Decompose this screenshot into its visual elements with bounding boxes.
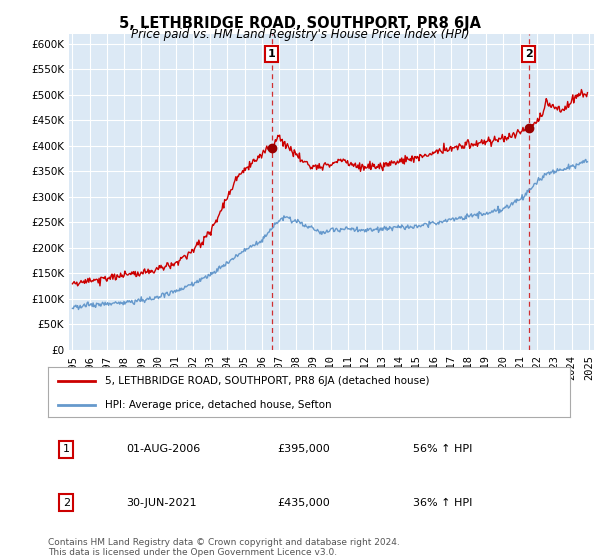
Text: £395,000: £395,000 [278, 445, 331, 454]
Text: £435,000: £435,000 [278, 498, 331, 507]
Text: 1: 1 [63, 445, 70, 454]
Text: 5, LETHBRIDGE ROAD, SOUTHPORT, PR8 6JA: 5, LETHBRIDGE ROAD, SOUTHPORT, PR8 6JA [119, 16, 481, 31]
Text: 5, LETHBRIDGE ROAD, SOUTHPORT, PR8 6JA (detached house): 5, LETHBRIDGE ROAD, SOUTHPORT, PR8 6JA (… [106, 376, 430, 386]
Text: 36% ↑ HPI: 36% ↑ HPI [413, 498, 473, 507]
Text: 01-AUG-2006: 01-AUG-2006 [127, 445, 200, 454]
Text: 1: 1 [268, 49, 275, 59]
Text: 30-JUN-2021: 30-JUN-2021 [127, 498, 197, 507]
Text: Contains HM Land Registry data © Crown copyright and database right 2024.
This d: Contains HM Land Registry data © Crown c… [48, 538, 400, 557]
Text: 2: 2 [63, 498, 70, 507]
Text: 56% ↑ HPI: 56% ↑ HPI [413, 445, 473, 454]
Text: HPI: Average price, detached house, Sefton: HPI: Average price, detached house, Seft… [106, 400, 332, 409]
Text: 2: 2 [525, 49, 532, 59]
Text: Price paid vs. HM Land Registry's House Price Index (HPI): Price paid vs. HM Land Registry's House … [131, 28, 469, 41]
